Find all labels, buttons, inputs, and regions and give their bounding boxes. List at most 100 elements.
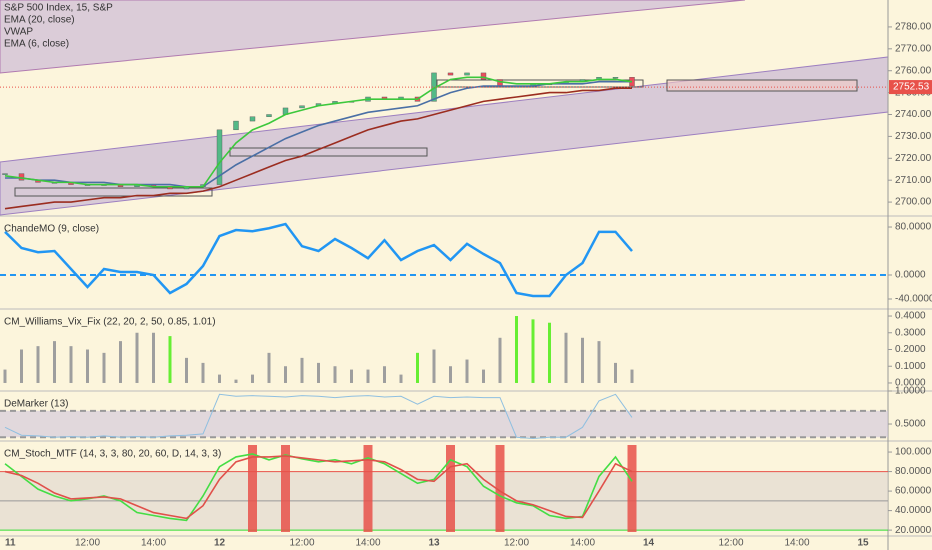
y-tick-label: 0.0000 <box>895 270 926 281</box>
range-box <box>14 187 213 197</box>
x-tick-label: 12:00 <box>289 538 314 549</box>
bar <box>465 359 469 383</box>
y-tick-label: 0.3000 <box>895 327 926 338</box>
y-tick-label: 100.000 <box>895 447 932 458</box>
bar <box>597 341 601 383</box>
x-tick-label: 12:00 <box>504 538 529 549</box>
y-tick-label: 0.5000 <box>895 419 926 430</box>
bar <box>482 369 485 383</box>
x-tick-label: 15 <box>857 538 869 549</box>
x-tick-label: 12:00 <box>75 538 100 549</box>
bar <box>498 337 502 383</box>
x-tick-label: 14:00 <box>784 538 809 549</box>
y-tick-label: 2710.00 <box>895 175 932 186</box>
y-tick-label: 0.4000 <box>895 311 926 322</box>
bar <box>168 336 172 383</box>
bar <box>267 352 271 383</box>
y-tick-label: 40.0000 <box>895 505 932 516</box>
signal-bar <box>627 445 637 532</box>
series-line <box>4 87 632 210</box>
candle <box>2 173 8 175</box>
bar <box>36 346 40 383</box>
y-tick-label: 1.0000 <box>895 386 926 397</box>
candle <box>249 116 256 122</box>
x-tick-label: 14:00 <box>355 538 380 549</box>
candle <box>447 72 454 76</box>
range-box <box>229 147 428 157</box>
x-tick-label: 14 <box>643 538 655 549</box>
signal-bar <box>446 445 455 532</box>
candle <box>216 129 223 185</box>
y-tick-label: 0.0000 <box>895 378 926 389</box>
pane-title: ChandeMO (9, close) <box>4 224 99 235</box>
series-line <box>4 455 633 520</box>
bar <box>333 366 337 383</box>
bar <box>564 332 568 383</box>
bar <box>432 349 436 383</box>
bar <box>416 352 419 383</box>
x-tick-label: 14:00 <box>570 538 595 549</box>
y-tick-label: 2730.00 <box>895 131 932 142</box>
upper-channel <box>0 0 746 74</box>
bar <box>284 366 287 383</box>
bar <box>201 362 205 383</box>
y-tick-label: 2760.00 <box>895 65 932 76</box>
x-tick-label: 12:00 <box>718 538 743 549</box>
x-tick-label: 11 <box>5 538 16 549</box>
pane <box>0 222 888 298</box>
signal-bar <box>248 445 257 532</box>
bar <box>152 332 155 383</box>
bar <box>399 374 403 383</box>
bar <box>449 366 452 383</box>
y-tick-label: 0.1000 <box>895 361 926 372</box>
bar <box>119 341 122 383</box>
bar <box>366 369 370 383</box>
bar <box>86 349 89 383</box>
signal-bar <box>281 445 290 532</box>
bar <box>102 352 106 383</box>
last-price-label: 2752.53 <box>893 82 930 93</box>
y-tick-label: 2700.00 <box>895 197 932 208</box>
bar <box>300 357 304 383</box>
pane <box>0 445 888 532</box>
last-price-box <box>889 80 932 95</box>
bar <box>251 374 254 383</box>
bar <box>515 316 518 383</box>
y-tick-label: 2720.00 <box>895 153 932 164</box>
bar <box>53 341 56 383</box>
legend-entry: EMA (6, close) <box>4 39 69 50</box>
series-line <box>5 80 632 188</box>
candle <box>18 173 25 181</box>
bar <box>383 366 386 383</box>
bar <box>581 337 584 383</box>
candle <box>464 72 470 76</box>
band <box>0 410 888 438</box>
pane-title: CM_Williams_Vix_Fix (22, 20, 2, 50, 0.85… <box>4 317 216 328</box>
y-tick-label: 0.2000 <box>895 344 926 355</box>
y-tick-label: 80.0000 <box>895 466 932 477</box>
x-tick-label: 13 <box>428 538 440 549</box>
bar <box>185 357 188 383</box>
candle <box>612 77 619 79</box>
legend-entry: S&P 500 Index, 15, S&P <box>4 3 113 14</box>
y-tick-label: 60.0000 <box>895 486 932 497</box>
y-tick-label: 20.0000 <box>895 525 932 536</box>
candle <box>266 114 272 117</box>
bar <box>69 346 73 383</box>
pane-title: DeMarker (13) <box>4 399 68 410</box>
y-tick-label: 2770.00 <box>895 43 932 54</box>
candle <box>233 120 239 131</box>
candle <box>480 72 487 80</box>
bar <box>630 369 634 383</box>
legend-entry: EMA (20, close) <box>4 15 75 26</box>
bar <box>531 319 535 383</box>
bar <box>234 379 238 383</box>
bar <box>3 369 7 383</box>
pane <box>0 393 888 440</box>
bar <box>350 369 353 383</box>
y-tick-label: 2780.00 <box>895 22 932 33</box>
bar <box>614 362 617 383</box>
series-line <box>4 222 633 298</box>
candle <box>299 105 305 109</box>
